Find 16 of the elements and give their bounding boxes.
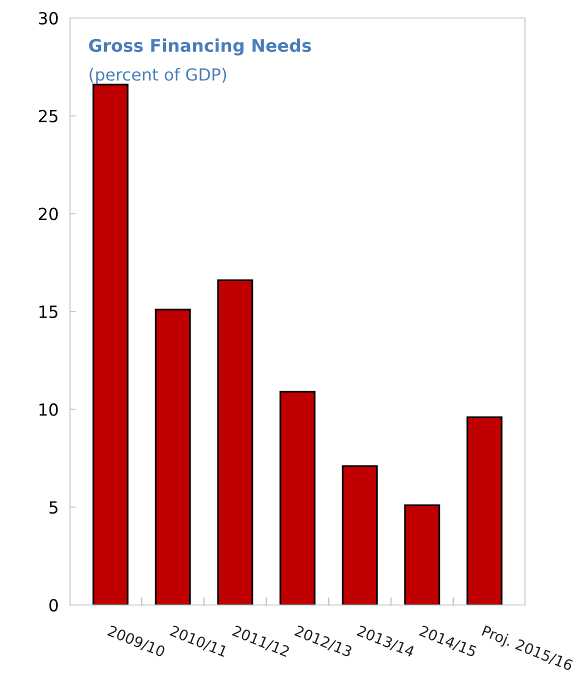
y-tick-label: 0 — [49, 598, 58, 612]
y-tick-label: 30 — [38, 12, 58, 25]
y-tick-label: 20 — [38, 208, 58, 220]
bar — [404, 504, 440, 605]
y-tick-label: 10 — [40, 403, 58, 416]
bar — [217, 279, 254, 605]
text: Gross Financing Needs — [89, 38, 311, 56]
y-tick-label: 15 — [40, 306, 58, 318]
bar — [342, 465, 378, 605]
y-tick-label: 25 — [38, 110, 58, 122]
text: (percent of GDP) — [90, 68, 226, 84]
bar — [280, 390, 316, 605]
bar — [154, 308, 191, 605]
bar — [466, 416, 502, 605]
bar — [92, 84, 128, 605]
y-tick-label: 5 — [50, 501, 58, 514]
